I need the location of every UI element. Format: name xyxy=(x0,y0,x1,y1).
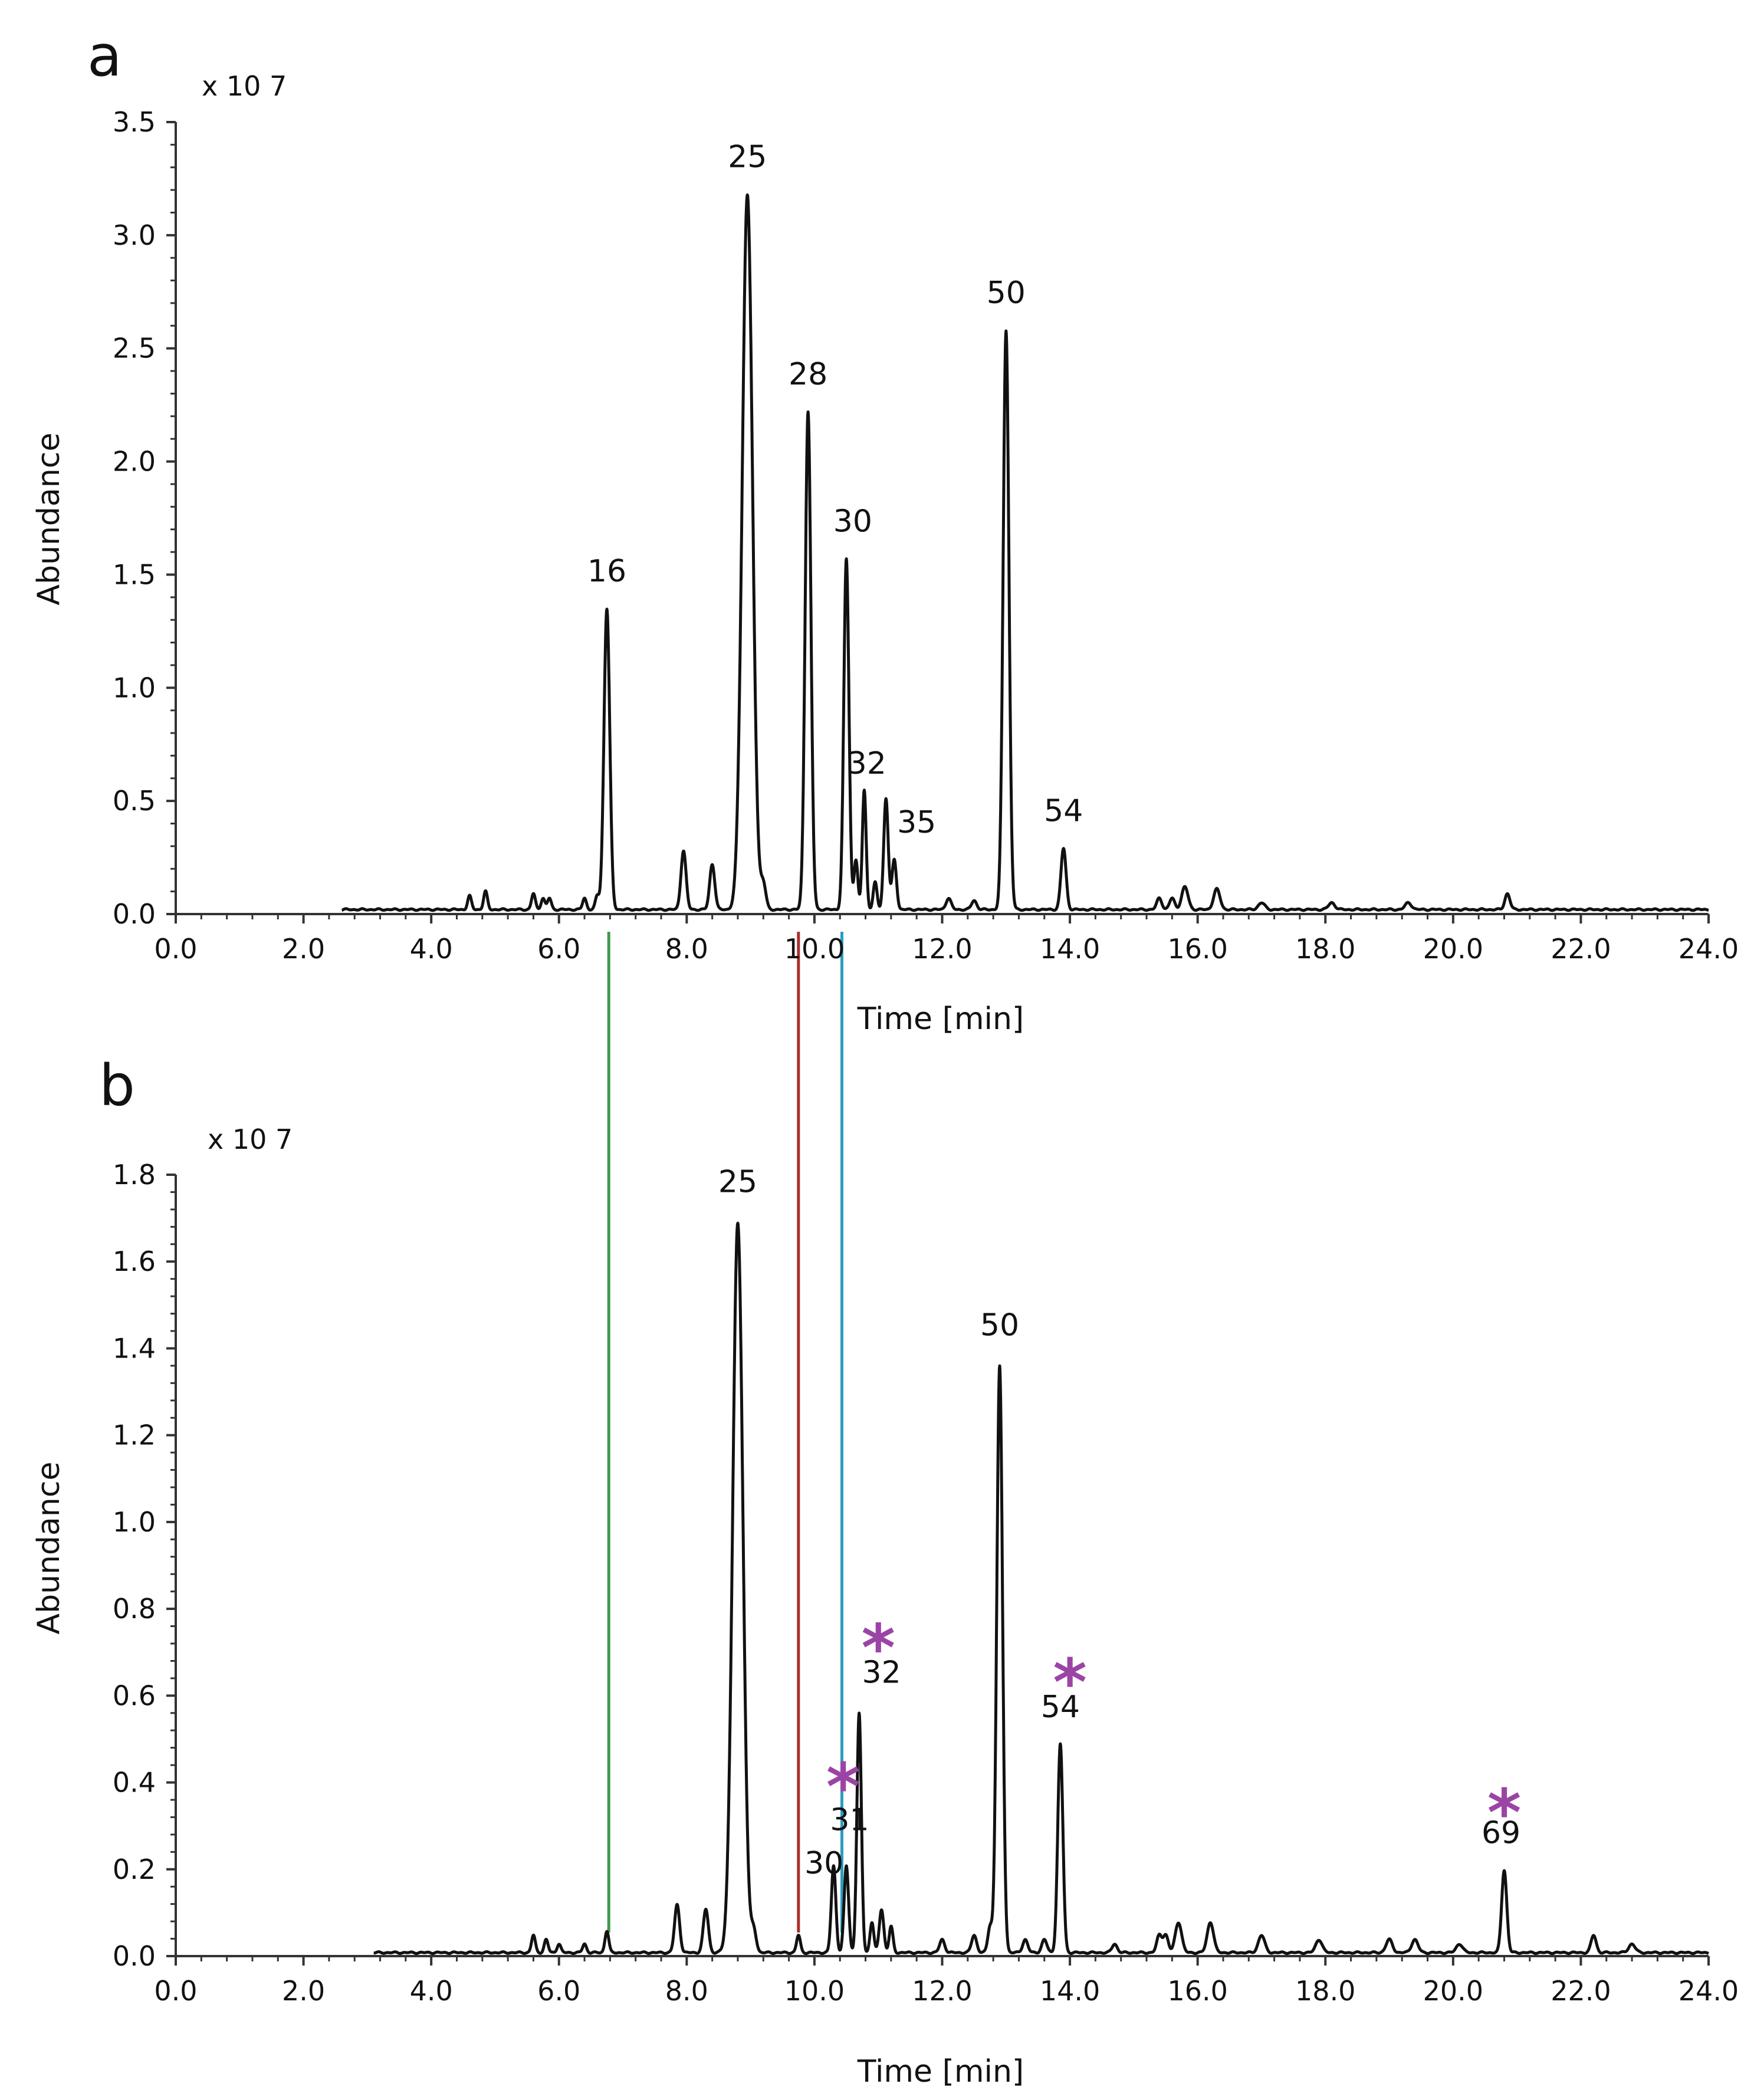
panel-b-y-axis-title: Abundance xyxy=(31,1462,67,1635)
y-tick-label: 0.5 xyxy=(113,785,156,817)
x-tick-label: 10.0 xyxy=(784,933,845,965)
y-tick-label: 1.6 xyxy=(113,1245,156,1277)
peak-label-32: 32 xyxy=(862,1655,901,1690)
panel-b: b x 10 7 Abundance Time [min] 0.0 0.2 0.4 0… xyxy=(31,1053,1739,2089)
y-tick-label: 3.0 xyxy=(113,219,156,251)
y-tick-label: 2.5 xyxy=(113,333,156,364)
peak-label-54: 54 xyxy=(1044,794,1083,829)
x-tick-label: 4.0 xyxy=(410,1975,453,2007)
y-tick-label: 1.0 xyxy=(113,672,156,704)
peak-label-30: 30 xyxy=(804,1846,843,1881)
reference-lines xyxy=(607,932,843,1933)
x-tick-label: 8.0 xyxy=(665,933,708,965)
x-tick-label: 2.0 xyxy=(282,1975,325,2007)
panel-a-letter: a xyxy=(87,23,122,89)
y-tick-label: 0.0 xyxy=(113,1940,156,1972)
peak-label-25: 25 xyxy=(718,1164,757,1199)
peak-label-50: 50 xyxy=(980,1307,1019,1343)
peak-label-35: 35 xyxy=(897,805,936,840)
asterisk-marker: * xyxy=(826,1749,860,1825)
x-tick-label: 14.0 xyxy=(1040,933,1100,965)
panel-b-multiplier: x 10 7 xyxy=(208,1123,293,1155)
x-tick-label: 12.0 xyxy=(912,933,972,965)
x-tick-label: 24.0 xyxy=(1679,1975,1739,2007)
panel-b-letter: b xyxy=(99,1053,135,1119)
y-tick-label: 0.8 xyxy=(113,1593,156,1625)
peak-label-28: 28 xyxy=(789,357,827,392)
y-tick-label: 2.0 xyxy=(113,446,156,478)
peak-label-31: 31 xyxy=(830,1803,869,1838)
x-tick-label: 4.0 xyxy=(410,933,453,965)
x-tick-label: 24.0 xyxy=(1679,933,1739,965)
x-tick-label: 2.0 xyxy=(282,933,325,965)
peak-label-30: 30 xyxy=(833,504,872,540)
peak-label-50: 50 xyxy=(987,275,1026,311)
x-tick-label: 20.0 xyxy=(1423,1975,1483,2007)
y-tick-label: 1.4 xyxy=(113,1332,156,1364)
y-tick-label: 0.6 xyxy=(113,1680,156,1711)
peak-label-69: 69 xyxy=(1482,1816,1520,1851)
y-tick-label: 3.5 xyxy=(113,106,156,138)
y-tick-label: 1.8 xyxy=(113,1159,156,1191)
x-tick-label: 0.0 xyxy=(154,1975,197,2007)
y-tick-label: 0.2 xyxy=(113,1853,156,1885)
peak-label-54: 54 xyxy=(1041,1690,1080,1725)
asterisk-marker: * xyxy=(1487,1775,1522,1851)
asterisk-marker: * xyxy=(1053,1645,1087,1720)
panel-b-trace xyxy=(372,1221,1710,1956)
x-tick-label: 12.0 xyxy=(912,1975,972,2007)
x-tick-label: 16.0 xyxy=(1167,1975,1227,2007)
panel-a-trace xyxy=(340,193,1710,912)
y-tick-label: 0.0 xyxy=(113,898,156,930)
panel-a-y-axis-title: Abundance xyxy=(31,433,67,606)
x-tick-label: 20.0 xyxy=(1423,933,1483,965)
x-tick-label: 18.0 xyxy=(1295,933,1355,965)
panel-a-multiplier: x 10 7 xyxy=(202,70,287,102)
x-tick-label: 22.0 xyxy=(1551,933,1611,965)
x-tick-label: 16.0 xyxy=(1167,933,1227,965)
peak-label-16: 16 xyxy=(587,554,626,589)
x-tick-label: 14.0 xyxy=(1040,1975,1100,2007)
asterisk-marker: * xyxy=(861,1610,895,1685)
x-tick-label: 0.0 xyxy=(154,933,197,965)
x-tick-label: 18.0 xyxy=(1295,1975,1355,2007)
y-tick-label: 1.2 xyxy=(113,1419,156,1451)
x-tick-label: 6.0 xyxy=(537,1975,580,2007)
peak-label-32: 32 xyxy=(848,746,886,781)
panel-a: a x 10 7 Abundance Time [min] 0.0 0.5 1.0 1… xyxy=(31,23,1739,1037)
x-tick-label: 6.0 xyxy=(537,933,580,965)
x-tick-label: 10.0 xyxy=(784,1975,845,2007)
panel-b-x-axis-title: Time [min] xyxy=(857,2054,1024,2089)
x-tick-label: 8.0 xyxy=(665,1975,708,2007)
peak-label-25: 25 xyxy=(728,140,767,175)
y-tick-label: 1.0 xyxy=(113,1506,156,1538)
y-tick-label: 0.4 xyxy=(113,1767,156,1799)
x-tick-label: 22.0 xyxy=(1551,1975,1611,2007)
y-tick-label: 1.5 xyxy=(113,558,156,590)
panel-a-x-axis-title: Time [min] xyxy=(857,1001,1024,1037)
